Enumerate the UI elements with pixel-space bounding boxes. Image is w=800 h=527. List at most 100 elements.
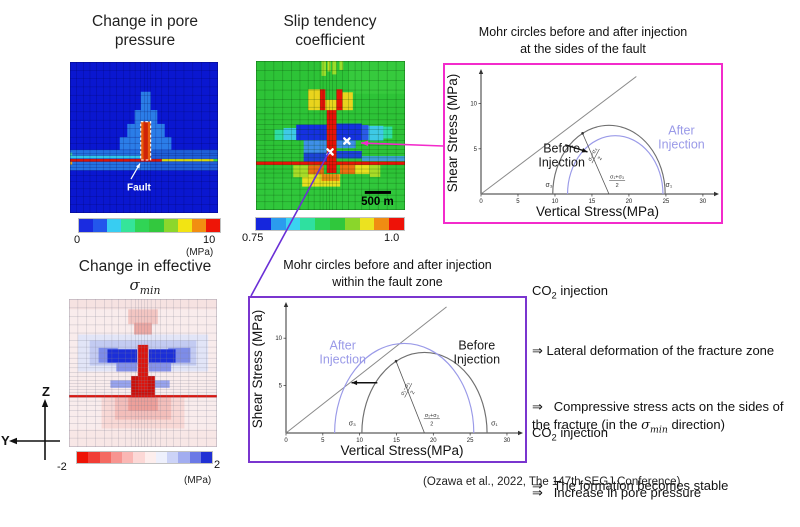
slip-colorbar-max: 1.0 [384, 232, 400, 244]
stable-line-lateral: ⇒ Lateral deformation of the fracture zo… [532, 343, 775, 359]
mohr-fault-box: 0 5 10 15 20 25 30 5 10 After Injection Before Injec… [248, 296, 527, 463]
slip-tendency-title: Slip tendency coefficient [245, 12, 415, 50]
svg-text:σ₁−σ₃: σ₁−σ₃ [587, 147, 599, 162]
effective-sigma-symbol: σmin [129, 276, 161, 297]
colorbar-segment [107, 219, 122, 232]
mohr-sides-title-line2: at the sides of the fault [520, 42, 646, 56]
co2-stable-text: CO2 injection ⇒ Lateral deformation of t… [532, 245, 800, 527]
svg-text:Shear Stress (MPa): Shear Stress (MPa) [445, 74, 460, 193]
colorbar-segment [200, 452, 212, 463]
slip-tendency-title-line1: Slip tendency [283, 13, 377, 30]
citation: (Ozawa et al., 2022, The 147th SEGJ Conf… [423, 476, 681, 488]
svg-text:15: 15 [393, 438, 400, 444]
svg-text:σ₁−σ₃: σ₁−σ₃ [400, 381, 412, 396]
svg-text:5: 5 [474, 147, 478, 153]
svg-text:σ₁: σ₁ [666, 182, 673, 189]
colorbar-segment [270, 218, 286, 230]
colorbar-segment [285, 218, 301, 230]
svg-text:30: 30 [700, 199, 707, 205]
stable-line-compressive: ⇒ Compressive stress acts on the sides o… [532, 398, 788, 436]
mohr-sides-title: Mohr circles before and after injection … [438, 24, 728, 58]
pore-pressure-title-line2: pressure [114, 32, 176, 49]
svg-text:2: 2 [410, 390, 417, 395]
pore-pressure-title: Change in pore pressure [59, 12, 231, 50]
colorbar-segment [344, 218, 360, 230]
colorbar-segment [133, 452, 145, 463]
mohr-sides-box: 0 5 10 15 20 25 30 5 10 Before Injection After Injec… [443, 63, 723, 224]
mohr-sides-title-line1: Mohr circles before and after injection [478, 25, 688, 39]
svg-text:σ₃: σ₃ [545, 182, 552, 189]
svg-text:0: 0 [479, 199, 483, 205]
svg-text:Vertical Stress(MPa): Vertical Stress(MPa) [340, 443, 463, 458]
mohr-fault-title-line2: within the fault zone [332, 275, 443, 289]
slip-tendency-heatmap: 500 m [256, 61, 405, 210]
pore-pressure-colorbar [78, 218, 221, 233]
svg-text:25: 25 [467, 438, 474, 444]
svg-text:2: 2 [616, 183, 619, 189]
svg-text:5: 5 [321, 438, 325, 444]
svg-text:0: 0 [284, 438, 288, 444]
mohr-sides-chart: 0 5 10 15 20 25 30 5 10 Before Injection After Injec… [445, 69, 719, 219]
colorbar-segment [135, 219, 150, 232]
svg-text:20: 20 [626, 199, 633, 205]
y-axis-arrowhead-icon [9, 437, 17, 445]
eff-colorbar-max: 2 [214, 459, 221, 471]
colorbar-segment [122, 452, 134, 463]
svg-text:2: 2 [597, 156, 604, 162]
svg-text:σ₃: σ₃ [349, 420, 356, 427]
pore-colorbar-unit: (MPa) [186, 247, 214, 258]
svg-text:σ₁+σ₃: σ₁+σ₃ [425, 413, 439, 419]
stable-line-formation: ⇒ The formation becomes stable [532, 478, 729, 494]
colorbar-segment [178, 452, 190, 463]
svg-text:2: 2 [430, 421, 433, 427]
colorbar-segment [205, 219, 220, 232]
mohr-fault-chart: 0 5 10 15 20 25 30 5 10 After Injection Before Injec… [250, 302, 523, 458]
svg-text:25: 25 [663, 199, 670, 205]
slip-line-pressure: ⇒ Increase in pore pressure [532, 485, 702, 501]
yz-axis-indicator: Z Y [1, 384, 60, 460]
mohr-fault-title-line1: Mohr circles before and after injection [283, 258, 492, 272]
colorbar-segment [93, 219, 108, 232]
svg-text:10: 10 [356, 438, 363, 444]
svg-text:30: 30 [504, 438, 511, 444]
svg-text:500 m: 500 m [361, 196, 394, 208]
effective-sigma-colorbar [76, 451, 213, 464]
co2-slip-text: CO2 injection ⇒ Increase in pore pressur… [532, 387, 800, 527]
eff-colorbar-unit: (MPa) [184, 475, 212, 486]
colorbar-segment [300, 218, 316, 230]
colorbar-segment [77, 452, 89, 463]
colorbar-segment [155, 452, 167, 463]
co2-heading-1: CO2 injection [532, 283, 609, 301]
colorbar-segment [315, 218, 330, 230]
colorbar-segment [144, 452, 156, 463]
colorbar-segment [189, 452, 201, 463]
svg-text:σ₁: σ₁ [491, 420, 498, 427]
svg-text:5: 5 [279, 384, 283, 390]
colorbar-segment [163, 219, 178, 232]
colorbar-segment [88, 452, 100, 463]
colorbar-segment [121, 219, 136, 232]
pore-colorbar-max: 10 [203, 234, 216, 246]
slip-tendency-colorbar [255, 217, 405, 231]
svg-text:10: 10 [470, 102, 477, 108]
co2-heading-2: CO2 injection [532, 425, 609, 443]
slip-colorbar-min: 0.75 [242, 232, 264, 244]
colorbar-segment [359, 218, 375, 230]
z-axis-label: Z [42, 384, 50, 399]
pore-colorbar-min: 0 [74, 234, 81, 246]
svg-text:Shear Stress (MPa): Shear Stress (MPa) [250, 310, 265, 429]
colorbar-segment [191, 219, 206, 232]
colorbar-segment [329, 218, 345, 230]
svg-text:Fault: Fault [127, 182, 152, 193]
colorbar-segment [177, 219, 192, 232]
svg-text:10: 10 [275, 336, 282, 342]
effective-sigma-title-line1: Change in effective [78, 258, 212, 275]
slip-tendency-title-line2: coefficient [295, 32, 365, 49]
eff-colorbar-min: -2 [57, 461, 67, 473]
colorbar-segment [149, 219, 164, 232]
